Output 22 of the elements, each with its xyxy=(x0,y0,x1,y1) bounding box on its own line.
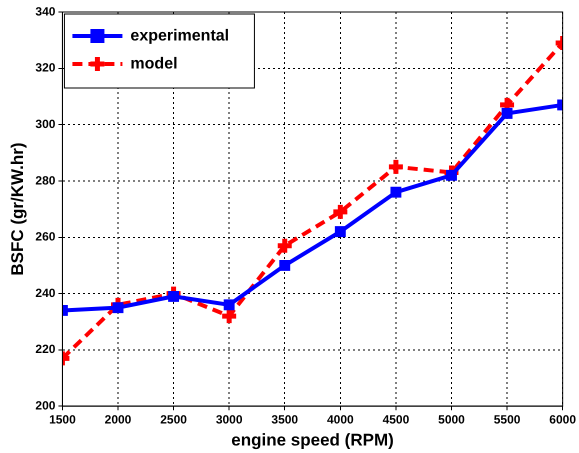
x-tick-label: 6000 xyxy=(549,412,576,427)
x-tick-label: 3500 xyxy=(271,412,298,427)
x-tick-label: 5500 xyxy=(494,412,521,427)
x-tick-label: 2500 xyxy=(160,412,188,427)
y-tick-label: 240 xyxy=(35,286,56,300)
y-tick-label: 220 xyxy=(35,342,56,356)
x-tick-label: 4000 xyxy=(326,412,354,427)
legend-label: experimental xyxy=(130,27,230,44)
y-axis-title: BSFC (gr/KW.hr) xyxy=(8,142,27,276)
x-tick-label: 5000 xyxy=(438,412,466,427)
y-tick-label: 280 xyxy=(35,173,56,188)
x-axis-title: engine speed (RPM) xyxy=(231,430,394,450)
x-tick-label: 3000 xyxy=(216,412,243,427)
x-tick-label: 4500 xyxy=(382,412,410,427)
y-tick-label: 320 xyxy=(35,60,56,75)
x-tick-label: 2000 xyxy=(104,412,132,427)
legend-label: model xyxy=(130,55,178,72)
y-tick-label: 300 xyxy=(35,116,56,131)
y-tick-label: 200 xyxy=(35,398,56,413)
y-tick-label: 340 xyxy=(35,4,56,18)
y-tick-label: 260 xyxy=(35,230,56,244)
x-tick-label: 1500 xyxy=(49,412,76,427)
